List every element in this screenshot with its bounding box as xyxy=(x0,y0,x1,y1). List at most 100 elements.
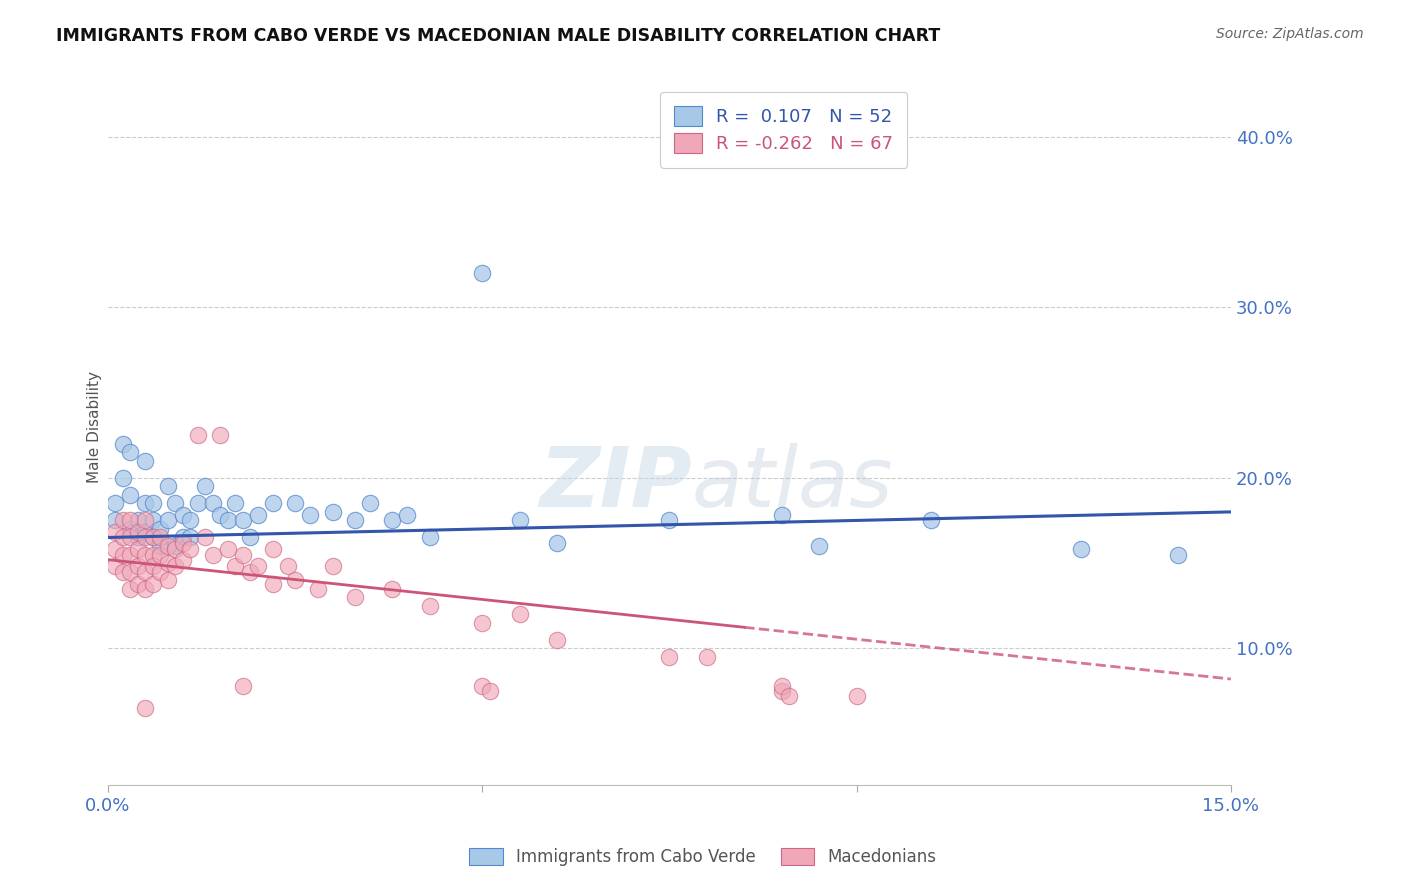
Point xyxy=(396,508,419,523)
Point xyxy=(322,559,344,574)
Point xyxy=(127,576,149,591)
Point xyxy=(127,513,149,527)
Text: IMMIGRANTS FROM CABO VERDE VS MACEDONIAN MALE DISABILITY CORRELATION CHART: IMMIGRANTS FROM CABO VERDE VS MACEDONIAN… xyxy=(56,27,941,45)
Point xyxy=(232,679,254,693)
Point xyxy=(471,266,494,280)
Point xyxy=(179,531,201,545)
Point xyxy=(120,531,142,545)
Point xyxy=(920,513,942,527)
Point xyxy=(134,531,156,545)
Point xyxy=(299,508,322,523)
Point xyxy=(134,565,156,579)
Point xyxy=(770,508,793,523)
Point xyxy=(381,513,404,527)
Point xyxy=(120,548,142,562)
Point xyxy=(546,632,568,647)
Point xyxy=(381,582,404,596)
Point xyxy=(104,559,127,574)
Point xyxy=(246,559,269,574)
Point xyxy=(120,582,142,596)
Point xyxy=(156,513,179,527)
Point xyxy=(471,679,494,693)
Point xyxy=(111,531,134,545)
Point xyxy=(165,496,187,510)
Point xyxy=(344,513,367,527)
Point xyxy=(111,548,134,562)
Point xyxy=(104,525,127,540)
Point xyxy=(239,565,262,579)
Point xyxy=(209,508,232,523)
Point xyxy=(187,428,209,442)
Point xyxy=(658,513,681,527)
Point xyxy=(224,559,246,574)
Point xyxy=(224,496,246,510)
Point xyxy=(194,531,217,545)
Point xyxy=(246,508,269,523)
Point xyxy=(1070,542,1092,557)
Point xyxy=(307,582,329,596)
Legend: R =  0.107   N = 52, R = -0.262   N = 67: R = 0.107 N = 52, R = -0.262 N = 67 xyxy=(659,92,907,168)
Point xyxy=(142,548,165,562)
Point xyxy=(696,649,718,664)
Point xyxy=(149,531,172,545)
Point xyxy=(359,496,381,510)
Point xyxy=(209,428,232,442)
Point xyxy=(232,548,254,562)
Point xyxy=(111,471,134,485)
Point xyxy=(770,684,793,698)
Point xyxy=(658,649,681,664)
Point xyxy=(149,539,172,553)
Point xyxy=(142,531,165,545)
Point xyxy=(149,565,172,579)
Point xyxy=(172,531,194,545)
Point xyxy=(165,539,187,553)
Point xyxy=(104,496,127,510)
Point xyxy=(142,496,165,510)
Point xyxy=(120,445,142,459)
Point xyxy=(284,496,307,510)
Point xyxy=(149,548,172,562)
Point xyxy=(111,513,134,527)
Point xyxy=(471,615,494,630)
Point xyxy=(111,436,134,450)
Point xyxy=(104,513,127,527)
Point xyxy=(127,531,149,545)
Point xyxy=(194,479,217,493)
Point xyxy=(322,505,344,519)
Y-axis label: Male Disability: Male Disability xyxy=(87,371,103,483)
Point xyxy=(770,679,793,693)
Point xyxy=(1167,548,1189,562)
Point xyxy=(156,479,179,493)
Point xyxy=(262,496,284,510)
Point xyxy=(419,599,441,613)
Point xyxy=(172,552,194,566)
Text: ZIP: ZIP xyxy=(540,443,692,524)
Point xyxy=(201,548,224,562)
Point xyxy=(149,522,172,536)
Point xyxy=(134,582,156,596)
Point xyxy=(111,565,134,579)
Point xyxy=(134,513,156,527)
Point xyxy=(127,559,149,574)
Point xyxy=(142,513,165,527)
Text: atlas: atlas xyxy=(692,443,893,524)
Point xyxy=(509,607,531,622)
Point xyxy=(142,559,165,574)
Point xyxy=(165,542,187,557)
Point xyxy=(104,542,127,557)
Point xyxy=(134,496,156,510)
Point xyxy=(142,576,165,591)
Point xyxy=(134,454,156,468)
Point xyxy=(808,539,831,553)
Point xyxy=(134,548,156,562)
Text: Source: ZipAtlas.com: Source: ZipAtlas.com xyxy=(1216,27,1364,41)
Point xyxy=(134,701,156,715)
Point xyxy=(509,513,531,527)
Point xyxy=(134,525,156,540)
Point xyxy=(120,565,142,579)
Point xyxy=(217,513,239,527)
Point xyxy=(419,531,441,545)
Point xyxy=(179,513,201,527)
Point xyxy=(127,525,149,540)
Point xyxy=(120,488,142,502)
